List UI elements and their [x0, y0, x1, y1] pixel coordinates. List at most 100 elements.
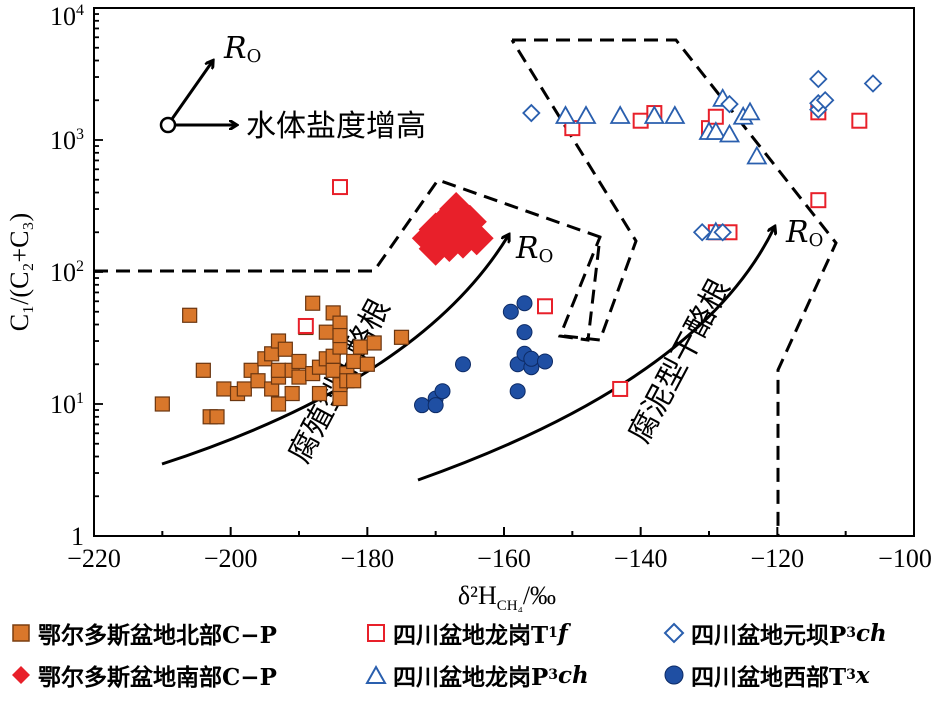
data-point — [713, 222, 732, 242]
x-axis-title: δ²HCH₄/‰ — [458, 581, 556, 612]
legend-marker-circle-filled — [664, 665, 684, 685]
legend-label-sub: 3 — [548, 667, 559, 683]
origin-circle — [159, 116, 177, 134]
x-tick-label: −200 — [204, 544, 258, 573]
y-axis-title: C₁/(C₂+C₃) — [5, 213, 34, 331]
x-tick-label: −140 — [614, 544, 668, 573]
legend-label-tail: ch — [856, 619, 887, 647]
data-point — [664, 105, 686, 124]
ro-label-humic: RO — [515, 231, 553, 267]
data-point — [332, 327, 348, 344]
legend-label: 鄂尔多斯盆地北部C−P — [38, 622, 277, 649]
data-point — [427, 397, 444, 414]
data-point — [216, 381, 232, 397]
data-point — [851, 112, 868, 129]
sapropel-trend-arrow — [417, 228, 774, 482]
data-point — [359, 356, 375, 372]
ro-label-sapropel: RO — [785, 215, 823, 251]
data-point — [284, 385, 300, 402]
legend-marker-triangle-open — [365, 664, 387, 684]
data-point — [318, 324, 334, 340]
legend: 鄂尔多斯盆地北部C−P 四川盆地龙岗T 1 f 四川盆地元坝P 3 ch 鄂尔多斯盆地南… — [10, 612, 935, 696]
chart: −220 −200 −180 −160 −140 −120 −100 1 101… — [5, 2, 932, 612]
legend-item-yuanba-p3ch: 四川盆地元坝P 3 ch — [663, 616, 887, 650]
axis-ticks — [93, 13, 915, 537]
data-point — [414, 397, 430, 414]
data-point — [277, 341, 293, 357]
data-point — [291, 369, 307, 385]
data-point — [236, 381, 252, 397]
legend-row: 鄂尔多斯盆地南部C−P 四川盆地龙岗P 3 ch 四川盆地西部T 3 x — [10, 654, 935, 696]
data-point — [718, 123, 741, 143]
data-point — [509, 383, 526, 400]
salinity-label: 水体盐度增高 — [246, 109, 426, 144]
legend-label: 鄂尔多斯盆地南部C−P — [38, 664, 277, 691]
data-point — [291, 353, 307, 370]
ro-label-indicator: RO — [223, 31, 261, 67]
y-tick-label: 101 — [50, 390, 84, 419]
sapropel-region-boundary — [512, 38, 838, 536]
data-point — [575, 105, 597, 124]
data-point — [250, 373, 266, 389]
y-tick-label: 103 — [50, 126, 84, 155]
data-point — [332, 179, 348, 196]
legend-label-tail: x — [855, 661, 870, 689]
legend-label: 四川盆地龙岗P — [393, 664, 549, 691]
legend-label-sub: 3 — [846, 625, 857, 641]
sapropel-kerogen-label: 腐泥型干酪根 — [622, 273, 737, 448]
x-tick-label: −100 — [878, 544, 932, 573]
data-point — [739, 101, 761, 121]
y-tick-label: 1 — [71, 522, 84, 551]
legend-marker-diamond-filled — [12, 666, 30, 684]
legend-item-ordos-north: 鄂尔多斯盆地北部C−P — [10, 616, 365, 650]
x-tick-label: −180 — [340, 544, 394, 573]
data-point — [815, 90, 835, 110]
legend-item-west-t3x: 四川盆地西部T 3 x — [663, 658, 870, 692]
data-point — [643, 105, 665, 124]
data-point — [154, 396, 170, 412]
x-tick-label: −120 — [750, 544, 804, 573]
data-point — [270, 362, 287, 378]
data-point — [863, 74, 883, 93]
data-point — [346, 353, 362, 370]
data-point — [609, 105, 631, 124]
data-point — [393, 329, 410, 345]
legend-item-ordos-south: 鄂尔多斯盆地南部C−P — [10, 658, 365, 692]
legend-marker-square-filled — [12, 624, 30, 642]
data-point — [325, 362, 341, 378]
data-point — [554, 105, 577, 124]
data-point — [297, 317, 314, 334]
x-tick-label: −160 — [477, 544, 531, 573]
data-point — [311, 385, 328, 402]
data-points — [154, 69, 883, 425]
legend-item-longgang-p3ch: 四川盆地龙岗P 3 ch — [365, 658, 663, 692]
data-point — [502, 303, 519, 320]
y-tick-label: 102 — [50, 258, 84, 287]
data-point — [612, 380, 629, 397]
humic-region-boundary — [94, 178, 602, 342]
ro-direction-arrow — [170, 62, 212, 120]
data-point — [270, 396, 287, 412]
y-tick-label: 104 — [50, 2, 84, 31]
data-point — [516, 295, 533, 312]
humic-trend-arrow — [161, 236, 508, 466]
data-point — [705, 121, 727, 140]
data-point — [809, 69, 828, 89]
data-point — [522, 103, 541, 123]
humic-region-inner-boundary — [510, 39, 638, 342]
data-point — [352, 339, 369, 355]
data-point — [516, 324, 533, 341]
data-point — [209, 409, 225, 425]
data-point — [537, 353, 553, 370]
data-point — [366, 335, 382, 351]
data-point — [434, 383, 451, 400]
legend-label: 四川盆地西部T — [691, 664, 847, 691]
legend-marker-diamond-open — [663, 622, 685, 644]
legend-label: 四川盆地元坝P — [691, 622, 847, 649]
data-point — [523, 350, 540, 367]
legend-label-tail: f — [557, 619, 568, 647]
data-point — [455, 356, 471, 373]
data-point — [537, 298, 553, 315]
data-point — [305, 295, 321, 311]
legend-label-sub: 1 — [548, 625, 558, 641]
